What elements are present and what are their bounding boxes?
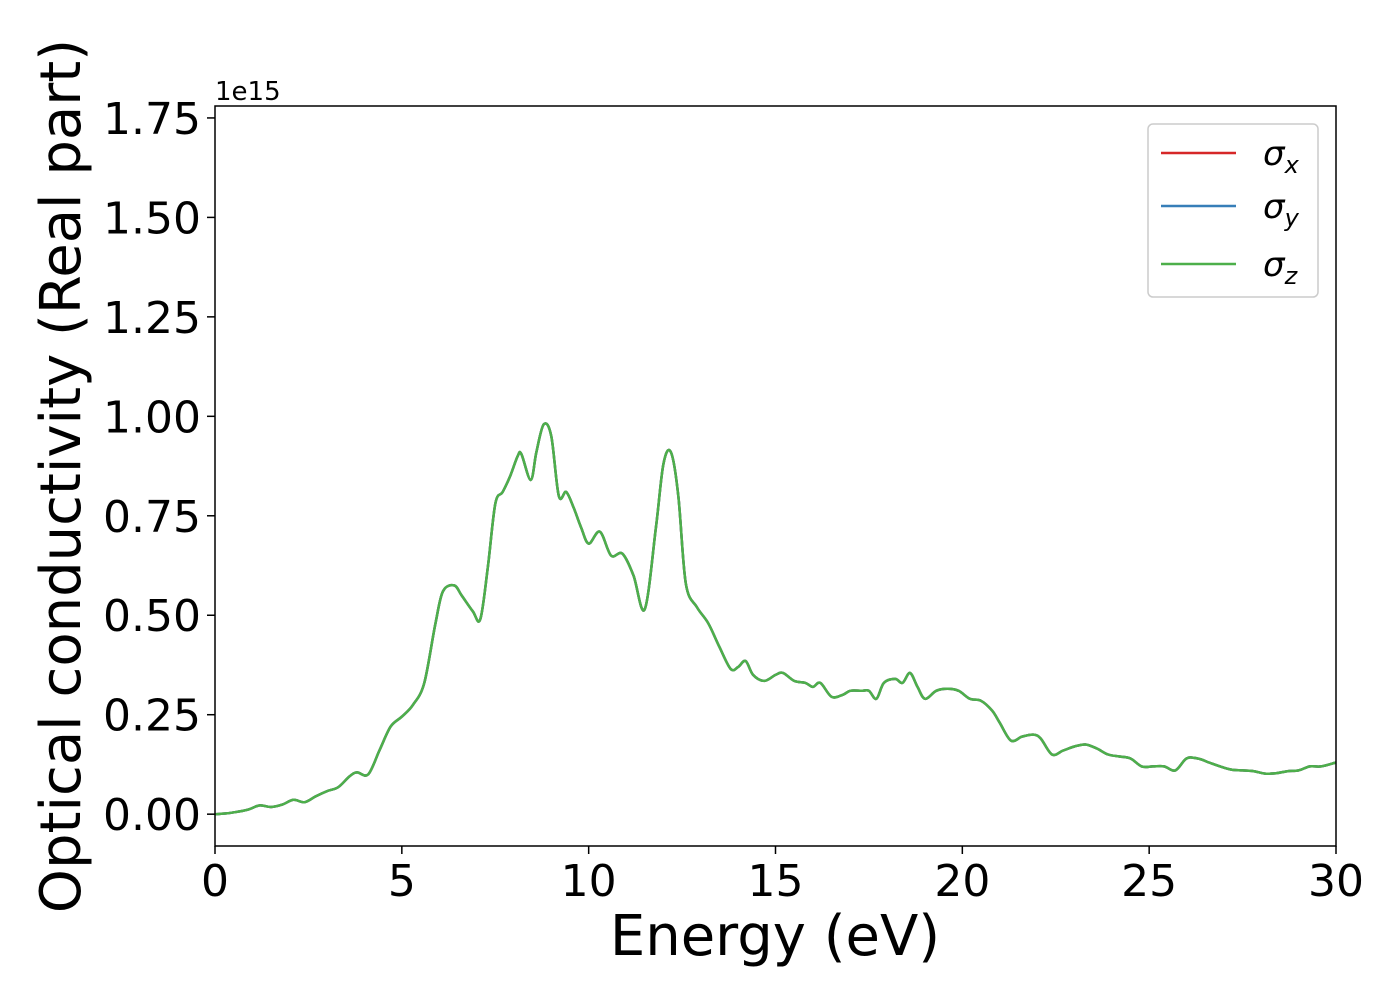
y-tick-label: 1.75 <box>103 94 201 145</box>
x-tick-label: 30 <box>1308 856 1364 907</box>
y-tick-label: 1.25 <box>103 293 201 344</box>
y-tick-label: 0.50 <box>103 591 201 642</box>
legend-label: σy <box>1263 187 1300 232</box>
y-offset-label: 1e15 <box>215 77 281 107</box>
legend-subscript: z <box>1284 262 1299 290</box>
y-axis-label: Optical conductivity (Real part) <box>29 39 94 913</box>
series-line-σz <box>214 422 1337 816</box>
x-tick-label: 15 <box>748 856 804 907</box>
x-tick-label: 25 <box>1121 856 1177 907</box>
legend-subscript: x <box>1284 151 1300 179</box>
y-tick-label: 1.50 <box>103 193 201 244</box>
y-tick-label: 1.00 <box>103 392 201 443</box>
x-tick-label: 0 <box>201 856 229 907</box>
legend-subscript: y <box>1284 204 1300 232</box>
y-tick-label: 0.00 <box>103 790 201 841</box>
x-axis-label: Energy (eV) <box>610 904 940 969</box>
x-tick-label: 5 <box>388 856 416 907</box>
legend-box <box>1147 123 1319 298</box>
x-tick-label: 20 <box>934 856 990 907</box>
y-tick-label: 0.25 <box>103 691 201 742</box>
x-axis: 0 5 10 15 20 25 30 <box>201 846 1364 907</box>
series-layer <box>214 422 1337 816</box>
y-axis: 0.00 0.25 0.50 0.75 1.00 1.25 1.50 1.75 <box>103 94 215 841</box>
x-tick-label: 10 <box>561 856 617 907</box>
y-tick-label: 0.75 <box>103 492 201 543</box>
